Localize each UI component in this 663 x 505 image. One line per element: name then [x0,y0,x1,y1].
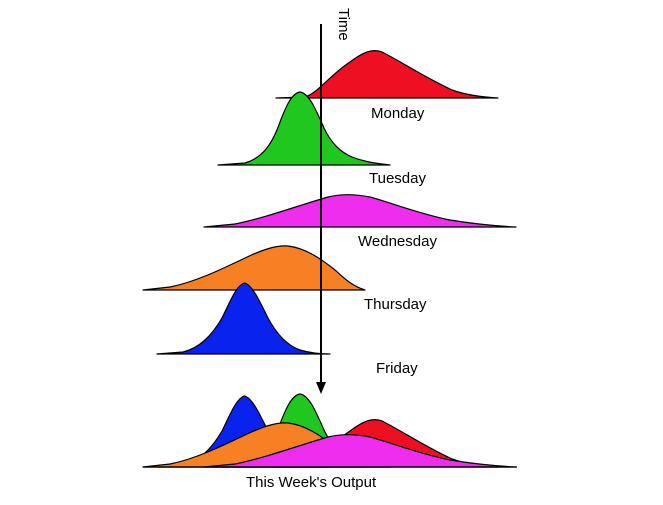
wednesday-label: Wednesday [358,233,437,250]
monday-curve [275,50,499,99]
friday-curve [156,282,331,355]
output-label: This Week's Output [246,474,377,491]
time-arrow-head [316,382,326,394]
friday-label: Friday [376,360,418,377]
monday-label: Monday [371,105,425,122]
tuesday-label: Tuesday [369,170,426,187]
time-label: Time [335,8,352,41]
thursday-label: Thursday [364,296,427,313]
thursday-curve [142,245,366,291]
output-wednesday-curve [203,434,517,468]
wednesday-curve [203,194,517,228]
tuesday-curve [217,91,391,166]
combined-output-curves [142,393,517,468]
